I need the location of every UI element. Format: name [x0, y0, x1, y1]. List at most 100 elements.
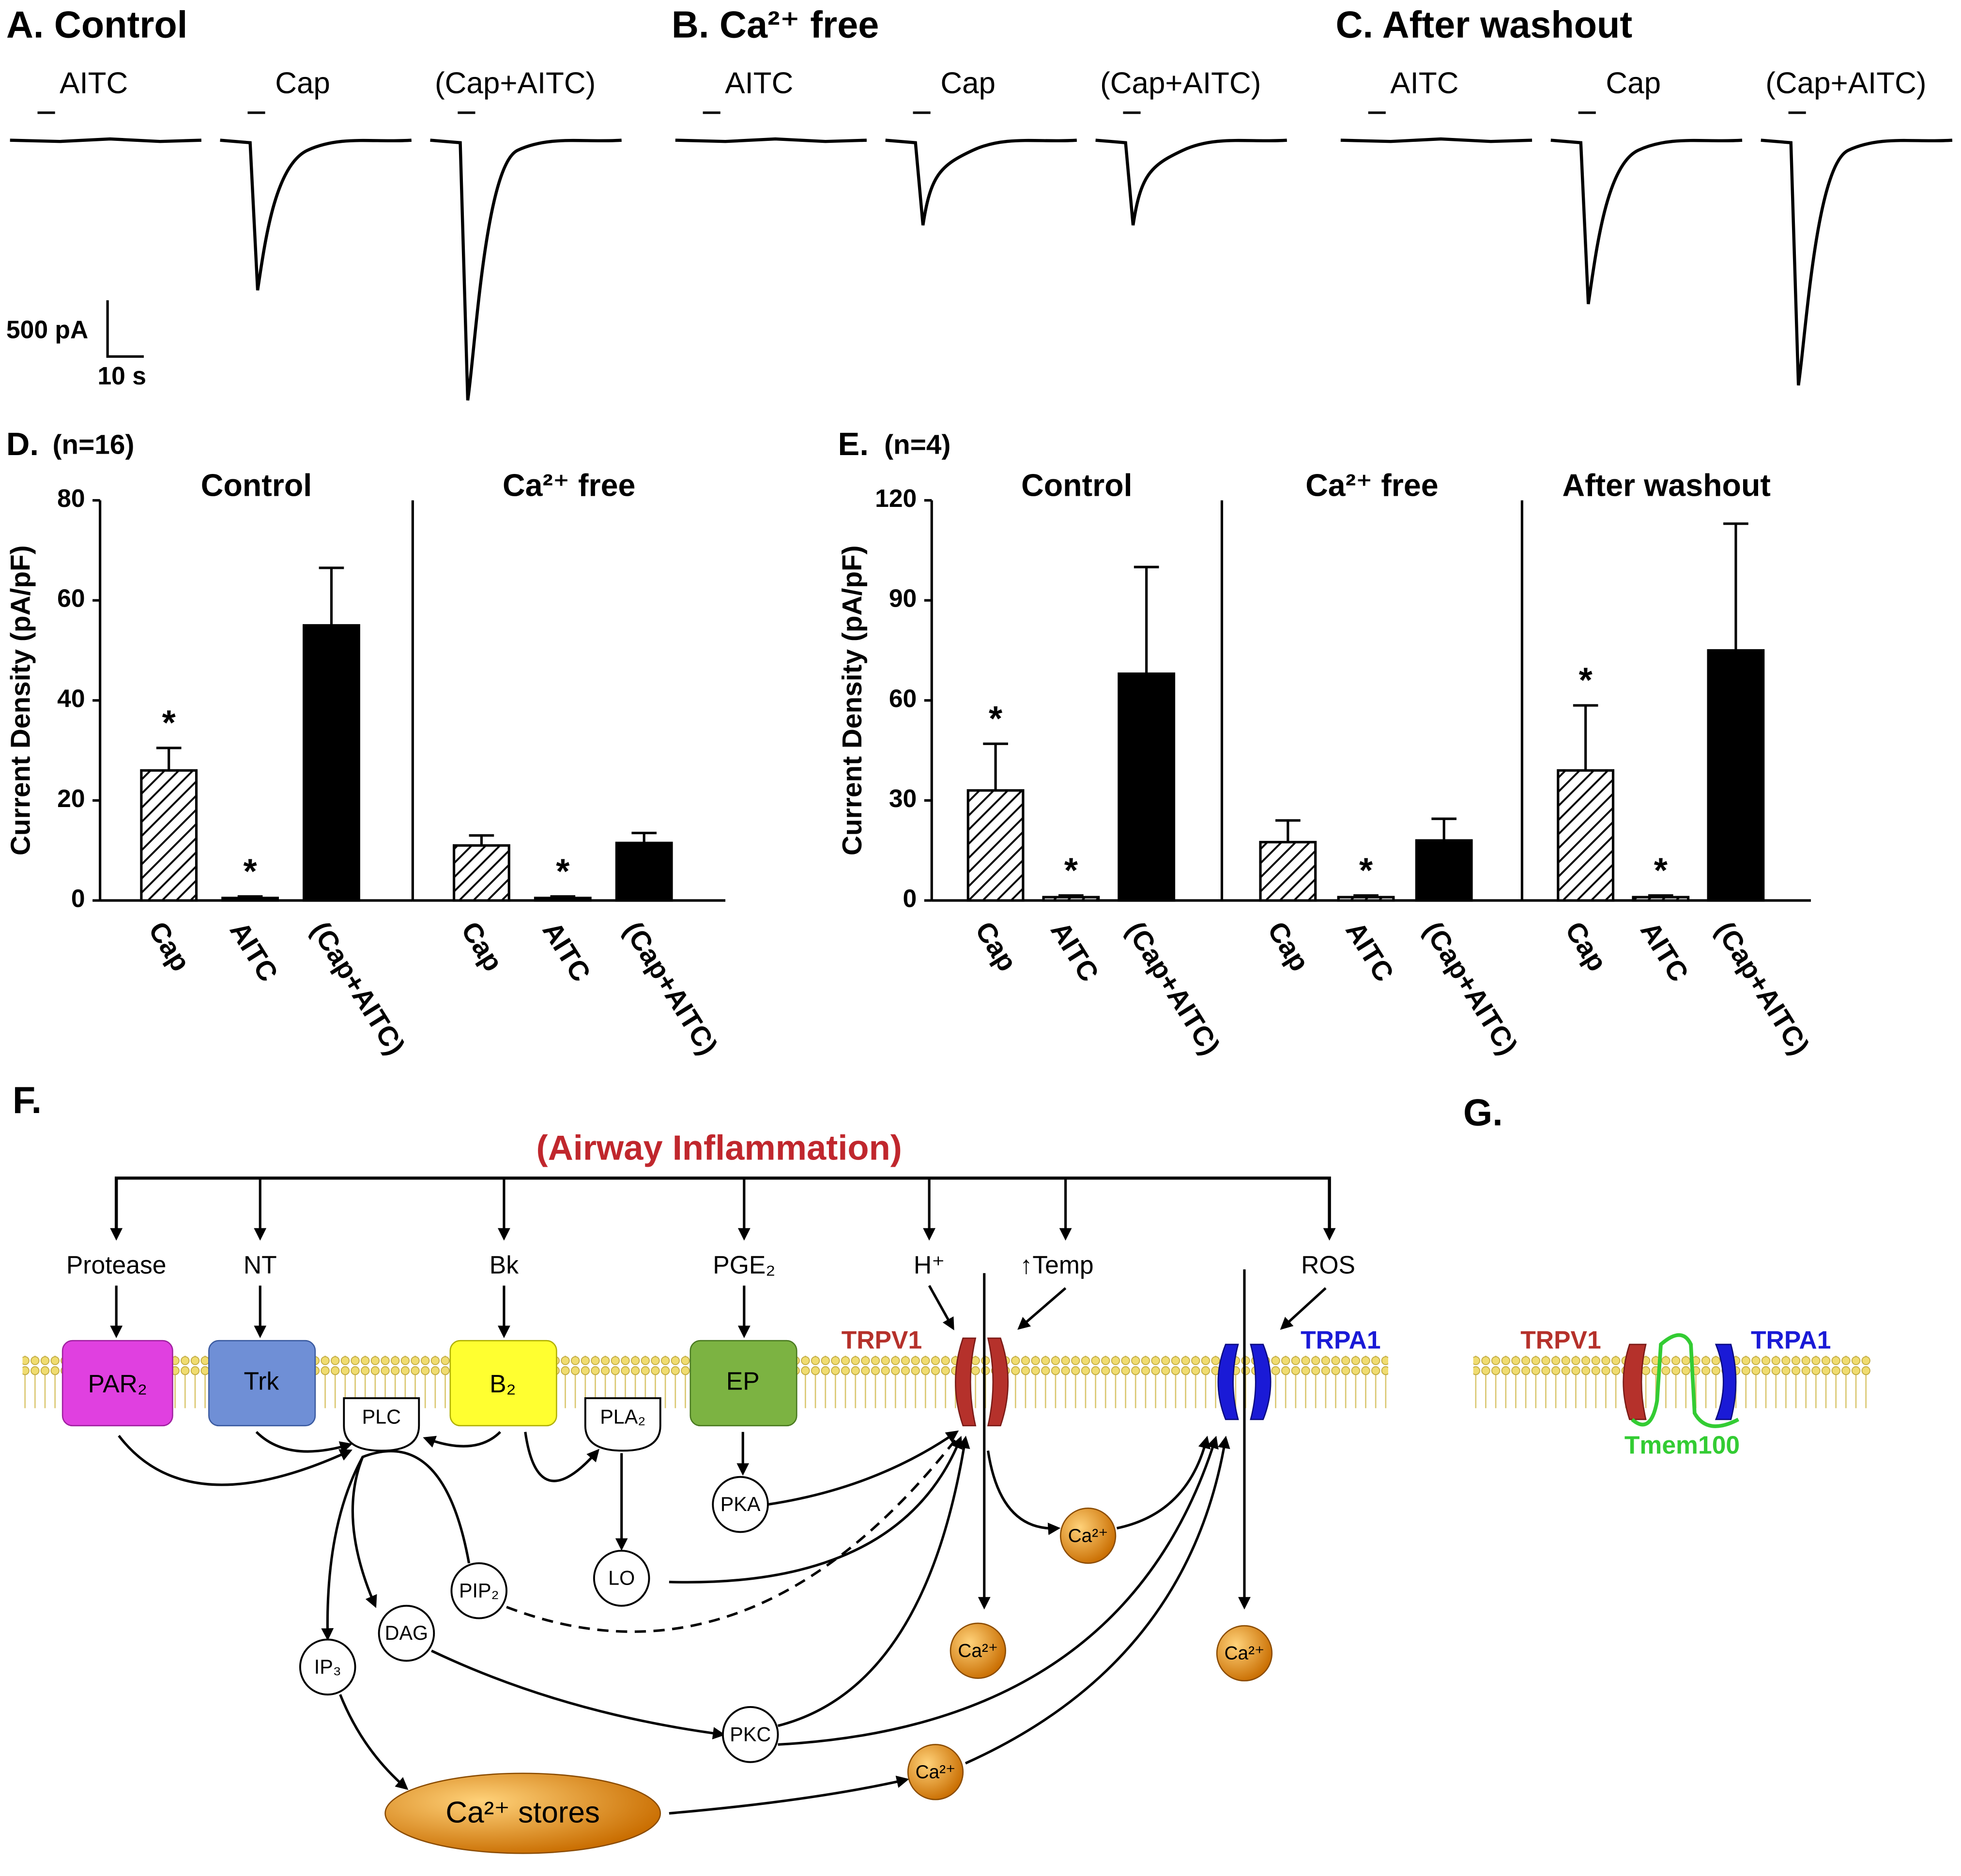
trace-label: Cap [940, 66, 996, 100]
y-tick-label: 120 [875, 484, 917, 512]
receptor-label: B₂ [490, 1370, 516, 1398]
arrows [110, 1178, 1336, 1339]
y-tick-label: 20 [57, 784, 85, 812]
panel-subtitle: (n=4) [884, 429, 950, 460]
pathway-arrows [118, 1269, 1251, 1815]
bar [221, 897, 279, 902]
messenger-label: PIP₂ [459, 1579, 499, 1601]
stimulus: NT [244, 1251, 277, 1279]
bar [1337, 896, 1395, 902]
x-tick-label: (Cap+AITC) [1417, 916, 1523, 1060]
bar [1118, 672, 1176, 902]
messengers [299, 1476, 1273, 1854]
trace-label: (Cap+AITC) [1100, 66, 1261, 100]
ion-label: Ca²⁺ [958, 1641, 998, 1662]
scale-bar [106, 300, 144, 358]
significance: * [244, 852, 258, 891]
bar [1042, 896, 1100, 902]
stores-label: Ca²⁺ stores [445, 1796, 600, 1829]
y-axis-label: Current Density (pA/pF) [6, 545, 36, 855]
current-trace [1550, 138, 1743, 305]
messenger-label: IP₃ [314, 1656, 341, 1678]
panel-subtitle: (n=16) [52, 429, 134, 460]
channel-label: TRPA1 [1751, 1326, 1831, 1354]
bar [1259, 840, 1317, 902]
x-tick-label: AITC [1634, 916, 1694, 987]
trace-label: AITC [1390, 66, 1458, 100]
ion-label: Ca²⁺ [916, 1762, 956, 1783]
stimulus: Bk [490, 1251, 519, 1279]
current-trace [1340, 137, 1532, 143]
receptor-label: PAR₂ [88, 1370, 147, 1398]
significance: * [1654, 851, 1668, 890]
x-tick-label: (Cap+AITC) [1120, 916, 1226, 1060]
membrane [1473, 1356, 1871, 1408]
x-tick-label: (Cap+AITC) [305, 916, 411, 1060]
ion-label: Ca²⁺ [1068, 1525, 1108, 1546]
panel-title: B. Ca²⁺ free [672, 4, 879, 46]
bar [615, 841, 673, 902]
bar [966, 789, 1025, 902]
partner-label: Tmem100 [1624, 1431, 1740, 1459]
messenger-label: PKC [730, 1723, 771, 1745]
significance: * [1359, 851, 1373, 890]
ion-label: Ca²⁺ [1225, 1643, 1265, 1664]
y-tick-label: 30 [889, 784, 917, 812]
significance: * [162, 704, 176, 743]
scale-label: 500 pA [6, 315, 88, 343]
panel-title: A. Control [6, 4, 187, 46]
scale-label: 10 s [97, 362, 146, 390]
bar [303, 624, 360, 902]
trace-label: AITC [725, 66, 793, 100]
significance: * [989, 700, 1003, 738]
stimulus: Protease [66, 1251, 167, 1279]
current-trace [430, 138, 622, 401]
x-tick-label: Cap [455, 916, 508, 976]
x-tick-label: Cap [142, 916, 196, 976]
trace-label: (Cap+AITC) [1765, 66, 1926, 100]
trace-label: AITC [60, 66, 128, 100]
significance: * [1064, 851, 1078, 890]
bar [1415, 839, 1473, 902]
current-trace [885, 138, 1077, 226]
x-tick-label: (Cap+AITC) [1709, 916, 1815, 1060]
stimulus: H⁺ [914, 1251, 945, 1279]
y-tick-label: 0 [903, 885, 917, 913]
messenger-label: PKA [720, 1493, 761, 1515]
panel-label: E. [838, 426, 869, 462]
chart-title: Ca²⁺ free [1305, 468, 1438, 503]
y-axis-label: Current Density (pA/pF) [837, 545, 868, 855]
panel-label: D. [6, 426, 39, 462]
bar [453, 844, 510, 902]
trace-label: Cap [275, 66, 330, 100]
bar [1632, 896, 1690, 902]
x-tick-label: AITC [1044, 916, 1104, 987]
current-trace [10, 137, 201, 143]
receptors [61, 1340, 797, 1452]
receptor-label: Trk [244, 1367, 279, 1395]
chart-title: After washout [1562, 468, 1770, 503]
y-tick-label: 60 [57, 584, 85, 612]
y-tick-label: 80 [57, 484, 85, 512]
bar [534, 897, 592, 902]
current-trace [675, 137, 867, 143]
x-tick-label: Cap [969, 916, 1022, 976]
x-tick-label: AITC [536, 916, 597, 987]
panel-title: C. After washout [1336, 4, 1633, 46]
messenger-label: LO [608, 1567, 635, 1589]
x-tick-label: Cap [1261, 916, 1315, 976]
y-tick-label: 90 [889, 584, 917, 612]
channel-label: TRPV1 [1520, 1326, 1601, 1354]
current-trace [1095, 138, 1287, 226]
panel-label: F. [13, 1080, 42, 1121]
x-tick-label: AITC [224, 916, 284, 987]
stimulus: ROS [1301, 1251, 1355, 1279]
panel-label: G. [1463, 1092, 1503, 1134]
chart-title: Control [201, 468, 312, 503]
significance: * [1579, 661, 1593, 700]
bar [1707, 649, 1765, 902]
y-tick-label: 40 [57, 684, 85, 712]
chart-title: Control [1021, 468, 1133, 503]
